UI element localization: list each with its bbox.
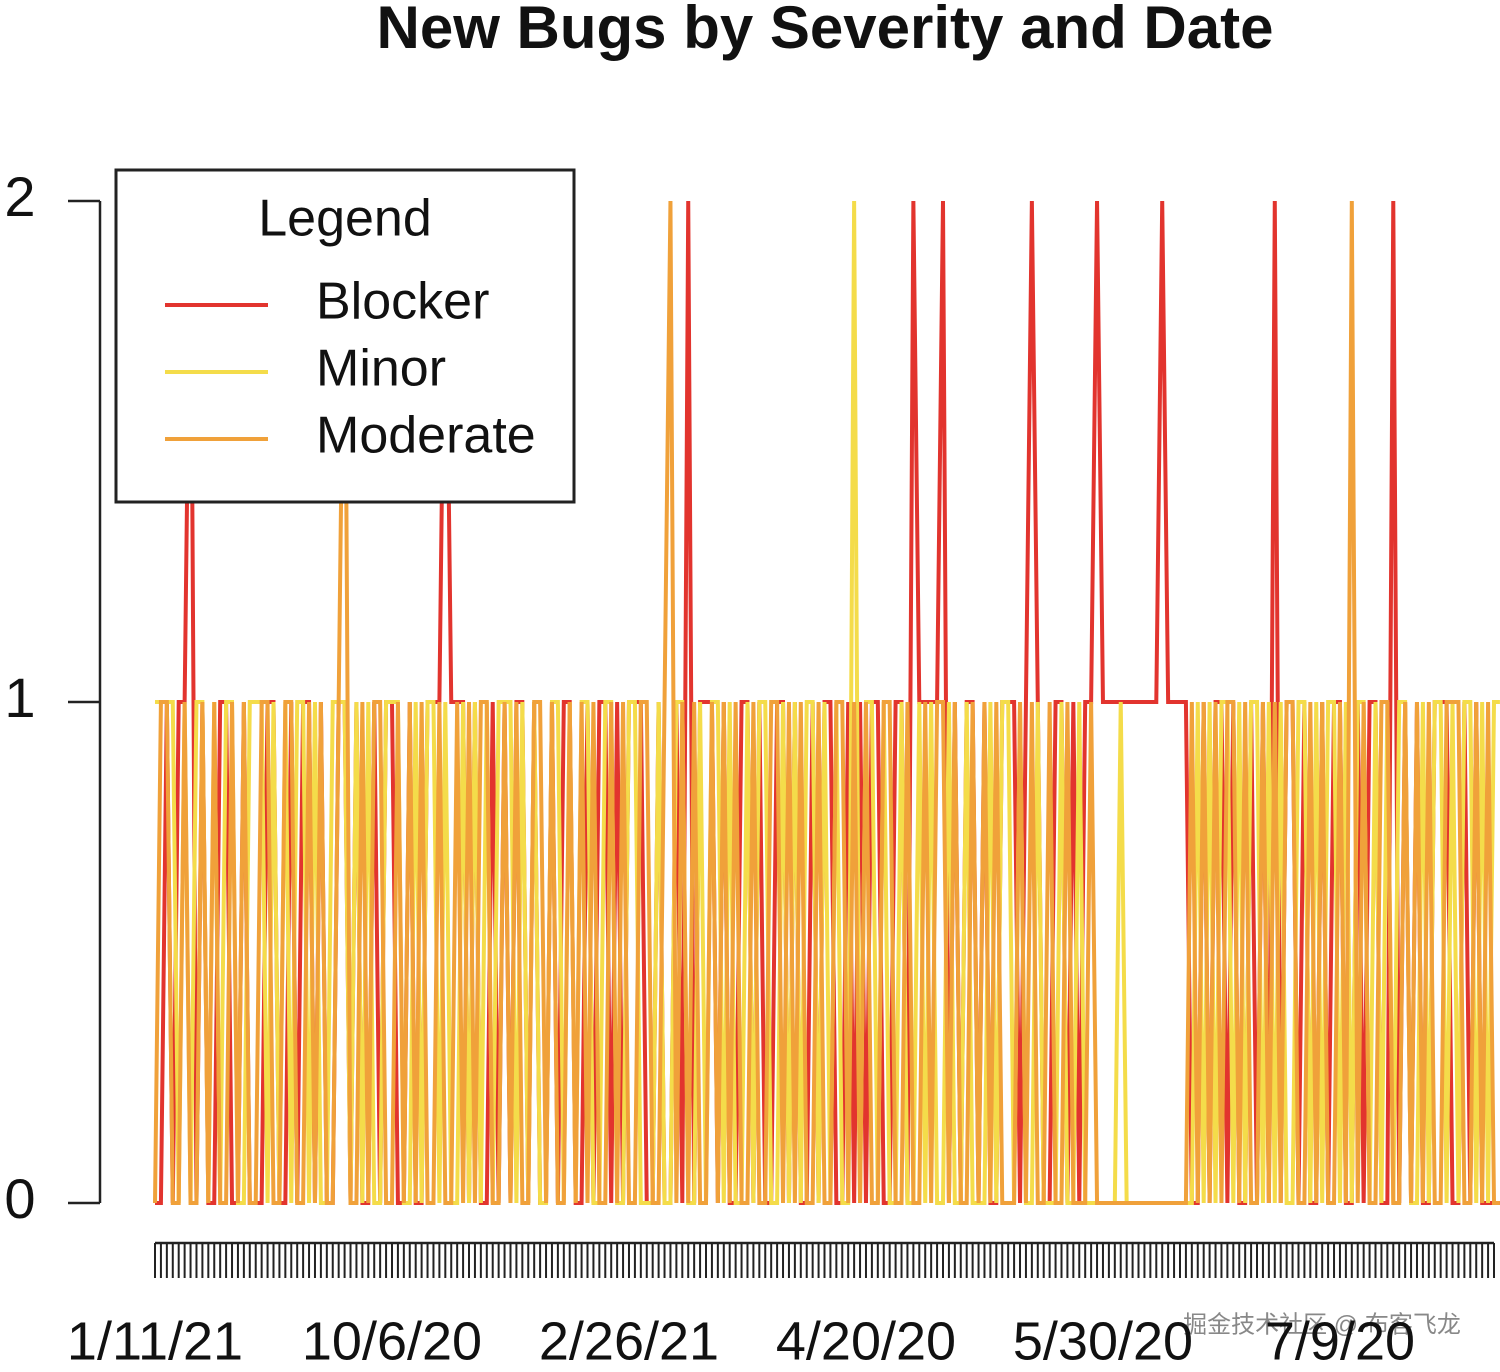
- legend-label: Blocker: [316, 273, 489, 331]
- legend-title: Legend: [258, 190, 432, 248]
- y-tick-label: 2: [4, 165, 35, 228]
- legend-label: Moderate: [316, 407, 536, 465]
- chart-title: New Bugs by Severity and Date: [377, 0, 1274, 61]
- series-line: [155, 200, 1500, 1205]
- legend-label: Minor: [316, 340, 446, 398]
- x-tick-label: 7/9/20: [1265, 1311, 1415, 1371]
- x-tick-label: 4/20/20: [776, 1311, 956, 1371]
- legend-box: [114, 168, 576, 504]
- y-tick-label: 1: [4, 666, 35, 729]
- legend: Legend Blocker Minor Moderate: [114, 168, 576, 504]
- series-line: [153, 200, 1500, 1205]
- x-tick-label: 1/11/21: [67, 1311, 243, 1371]
- x-tick-label: 2/26/21: [539, 1311, 719, 1371]
- watermark: 掘金技术社区 @ 布客飞龙: [1183, 1311, 1461, 1338]
- x-tick-label: 10/6/20: [302, 1311, 482, 1371]
- x-tick-label: 5/30/20: [1013, 1311, 1193, 1371]
- y-tick-label: 0: [4, 1167, 35, 1230]
